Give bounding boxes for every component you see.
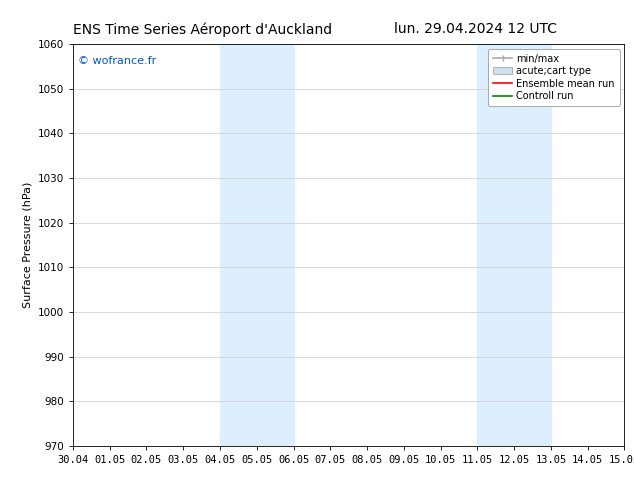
Text: © wofrance.fr: © wofrance.fr [79,56,157,66]
Text: lun. 29.04.2024 12 UTC: lun. 29.04.2024 12 UTC [394,22,557,36]
Y-axis label: Surface Pressure (hPa): Surface Pressure (hPa) [22,182,32,308]
Bar [477,44,551,446]
Text: ENS Time Series Aéroport d'Auckland: ENS Time Series Aéroport d'Auckland [74,22,332,37]
Bar [220,44,294,446]
Legend: min/max, acute;cart type, Ensemble mean run, Controll run: min/max, acute;cart type, Ensemble mean … [488,49,619,106]
